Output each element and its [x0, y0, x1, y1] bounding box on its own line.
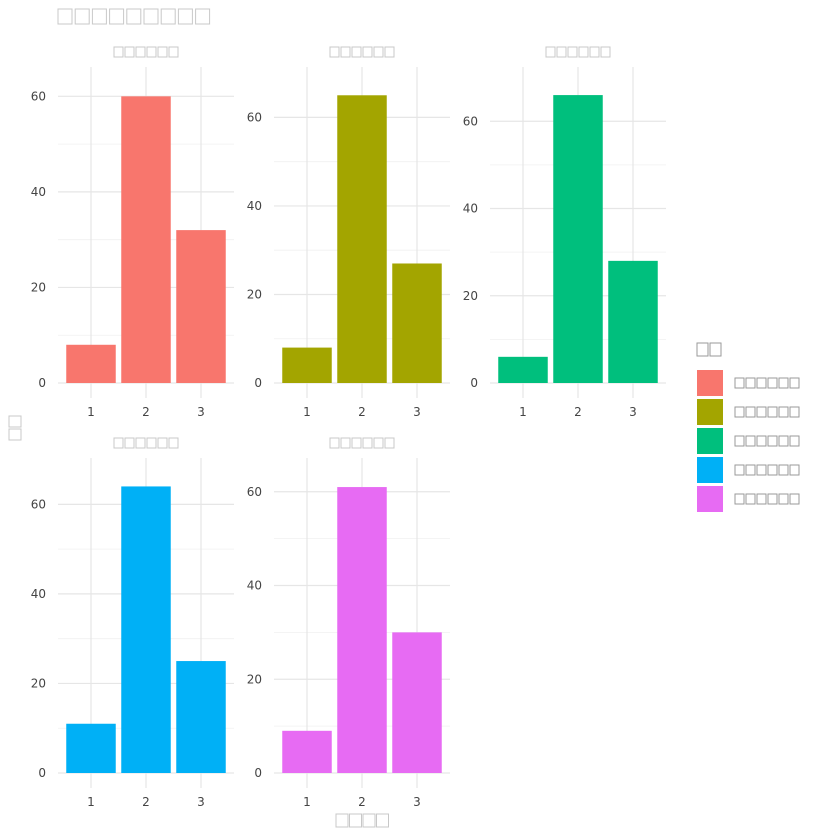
- legend-label: □□□□□□: [734, 464, 800, 476]
- bar: [282, 730, 332, 773]
- y-tick-label: 20: [463, 289, 478, 303]
- x-tick-label: 1: [87, 795, 95, 809]
- legend-title: □□: [696, 342, 722, 357]
- bar: [392, 632, 442, 773]
- x-axis-label-text: □□□□: [335, 813, 389, 828]
- legend-swatch: [697, 399, 723, 425]
- legend-item: □□□□□□: [697, 457, 800, 483]
- y-tick-label: 0: [470, 376, 478, 390]
- legend-label: □□□□□□: [734, 435, 800, 447]
- bar: [498, 356, 548, 383]
- bar: [608, 260, 658, 383]
- y-tick-label: 60: [247, 110, 262, 124]
- bar: [337, 487, 387, 773]
- y-tick-label: 20: [247, 287, 262, 301]
- y-tick-label: 0: [254, 376, 262, 390]
- legend-label: □□□□□□: [734, 406, 800, 418]
- y-axis-label: □□: [8, 415, 22, 441]
- bar: [553, 95, 603, 383]
- facet-strip-label: □□□□□□: [545, 46, 611, 58]
- y-tick-label: 20: [31, 280, 46, 294]
- y-tick-label: 60: [31, 497, 46, 511]
- facet-strip-label: □□□□□□: [113, 46, 179, 58]
- y-tick-label: 0: [254, 766, 262, 780]
- bar: [66, 344, 116, 383]
- legend-swatch: [697, 428, 723, 454]
- y-tick-label: 40: [247, 199, 262, 213]
- facet-panel: 0 20 40 60 1 2 3 □□□□□□: [247, 437, 450, 809]
- bar: [392, 263, 442, 383]
- x-tick-label: 2: [574, 405, 582, 419]
- x-tick-label: 3: [197, 795, 205, 809]
- y-tick-label: 0: [38, 376, 46, 390]
- legend-label: □□□□□□: [734, 377, 800, 389]
- legend-label: □□□□□□: [734, 493, 800, 505]
- bar: [176, 230, 226, 383]
- x-tick-label: 1: [303, 405, 311, 419]
- y-tick-label: 40: [463, 202, 478, 216]
- x-tick-label: 3: [197, 405, 205, 419]
- x-tick-label: 2: [142, 795, 150, 809]
- bar: [176, 661, 226, 773]
- legend-item: □□□□□□: [697, 399, 800, 425]
- legend-item: □□□□□□: [697, 486, 800, 512]
- x-tick-label: 3: [413, 795, 421, 809]
- facet-panel: 0 20 40 60 1 2 3 □□□□□□: [31, 437, 234, 809]
- x-tick-label: 1: [519, 405, 527, 419]
- y-tick-label: 60: [463, 114, 478, 128]
- bar: [282, 347, 332, 383]
- x-axis-label: □□□□: [335, 813, 389, 828]
- y-tick-label: 60: [31, 89, 46, 103]
- bar: [66, 723, 116, 773]
- y-tick-label: 40: [31, 587, 46, 601]
- legend-swatch: [697, 457, 723, 483]
- bar: [121, 96, 171, 383]
- facet-panel: 0 20 40 60 1 2 3 □□□□□□: [247, 46, 450, 419]
- bar: [121, 486, 171, 773]
- x-tick-label: 1: [87, 405, 95, 419]
- y-tick-label: 40: [247, 579, 262, 593]
- x-tick-label: 2: [142, 405, 150, 419]
- facet-strip-label: □□□□□□: [113, 437, 179, 449]
- legend-item: □□□□□□: [697, 428, 800, 454]
- y-tick-label: 60: [247, 485, 262, 499]
- x-tick-label: 2: [358, 795, 366, 809]
- legend-item: □□□□□□: [697, 370, 800, 396]
- chart-title: □□□□□□□□□: [57, 8, 211, 25]
- legend-swatch: [697, 486, 723, 512]
- y-axis-label-text: □□: [8, 415, 22, 441]
- facet-strip-label: □□□□□□: [329, 46, 395, 58]
- facet-panel: 0 20 40 60 1 2 3 □□□□□□: [31, 46, 234, 419]
- x-tick-label: 2: [358, 405, 366, 419]
- facet-strip-label: □□□□□□: [329, 437, 395, 449]
- y-tick-label: 20: [31, 676, 46, 690]
- x-tick-label: 1: [303, 795, 311, 809]
- y-tick-label: 0: [38, 766, 46, 780]
- facet-panel: 0 20 40 60 1 2 3 □□□□□□: [463, 46, 666, 419]
- y-tick-label: 40: [31, 185, 46, 199]
- legend-swatch: [697, 370, 723, 396]
- x-tick-label: 3: [629, 405, 637, 419]
- x-tick-label: 3: [413, 405, 421, 419]
- chart-title-text: □□□□□□□□□: [57, 8, 211, 25]
- legend: □□□□□□□□□□□□□□□□□□□□□□□□□□□□□□□□: [696, 342, 800, 512]
- bar: [337, 95, 387, 383]
- y-tick-label: 20: [247, 672, 262, 686]
